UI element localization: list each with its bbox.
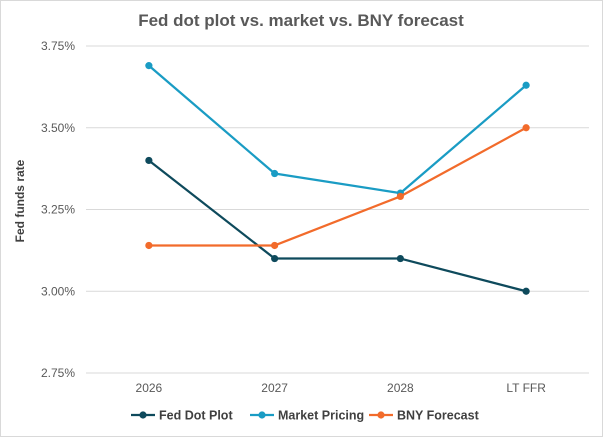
data-point-bny-forecast [396,192,404,201]
data-point-bny-forecast [271,241,279,250]
data-point-bny-forecast [145,241,153,250]
y-tick-label: 3.00% [41,284,75,298]
gridlines [86,45,589,374]
data-point-fed-dot-plot [396,254,404,263]
legend-swatch-marker-bny-forecast [377,411,385,419]
legend-swatch-marker-fed-dot-plot [139,411,147,419]
data-point-fed-dot-plot [522,287,530,295]
legend-label-bny-forecast: BNY Forecast [397,409,480,423]
y-tick-label: 3.50% [41,121,75,135]
legend: Fed Dot Plot Market Pricing BNY Forecast [131,409,480,423]
y-tick-label: 3.75% [41,39,75,53]
y-axis-ticks: 2.75% 3.00% 3.25% 3.50% 3.75% [41,39,75,380]
series-line-bny-forecast [147,126,528,247]
legend-label-fed-dot-plot: Fed Dot Plot [159,409,233,423]
series-lines [145,62,530,295]
data-point-market-pricing [145,62,153,70]
data-point-fed-dot-plot [145,156,153,165]
data-point-market-pricing [271,169,279,178]
y-tick-label: 3.25% [41,203,75,217]
y-axis-label: Fed funds rate [13,159,27,242]
data-point-bny-forecast [522,124,530,132]
x-tick-label: 2026 [136,381,163,395]
x-tick-label: 2027 [261,381,288,395]
x-tick-label: LT FFR [506,381,546,395]
series-line-fed-dot-plot [147,159,528,293]
data-point-market-pricing [522,81,530,89]
legend-label-market-pricing: Market Pricing [278,409,364,423]
series-line-market-pricing [147,64,528,195]
x-tick-label: 2028 [387,381,414,395]
data-point-fed-dot-plot [271,254,279,263]
x-axis-ticks: 2026 2027 2028 LT FFR [136,381,547,395]
legend-swatch-marker-market-pricing [258,411,266,419]
chart-title: Fed dot plot vs. market vs. BNY forecast [138,11,464,30]
y-tick-label: 2.75% [41,366,75,380]
